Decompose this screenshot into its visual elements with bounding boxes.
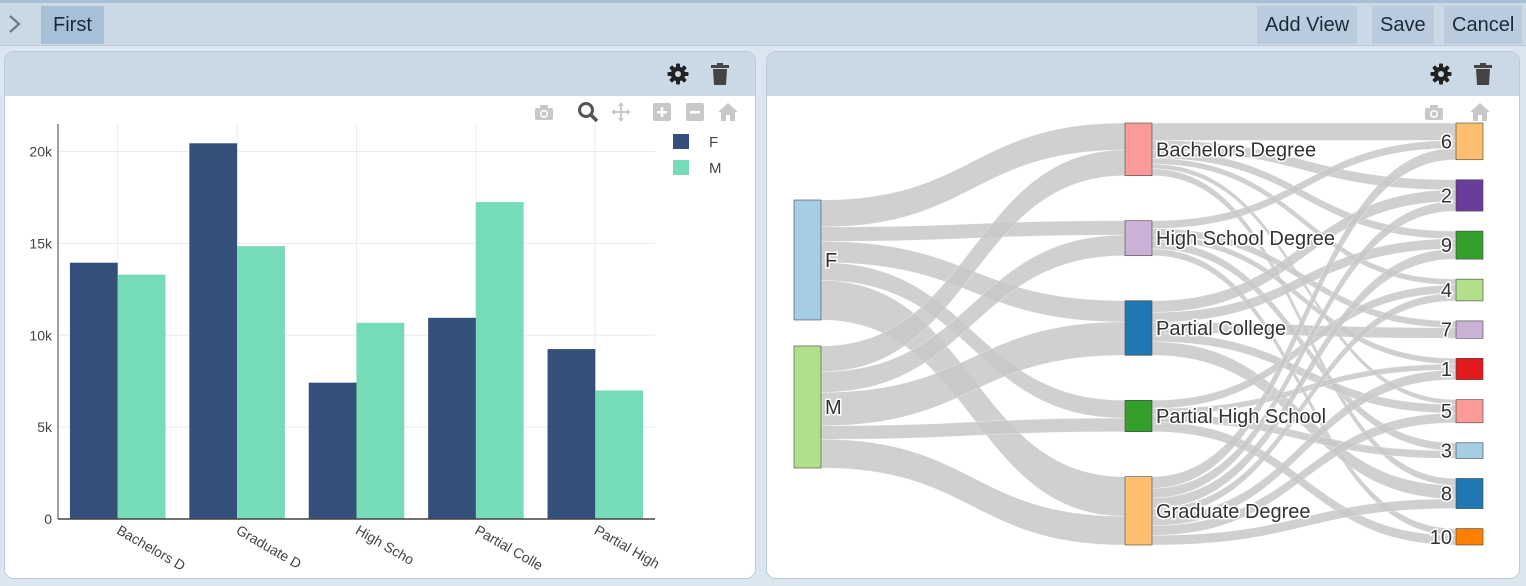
bar-M-2[interactable]	[356, 322, 405, 519]
sankey-node-15[interactable]	[1455, 478, 1484, 509]
panel-header	[767, 52, 1519, 96]
sankey-node-label: 7	[1441, 320, 1452, 342]
legend-swatch-F[interactable]	[673, 134, 689, 149]
bar-M-1[interactable]	[237, 246, 285, 519]
sankey-node-label: 10	[1430, 527, 1452, 549]
sankey-node-13[interactable]	[1455, 399, 1484, 424]
sankey-link-0[interactable]	[1151, 122, 1457, 141]
bar-M-0[interactable]	[117, 274, 166, 519]
zoom-icon[interactable]	[578, 102, 599, 123]
sankey-node-label: M	[825, 397, 842, 419]
sankey-node-label: 8	[1441, 484, 1452, 506]
bar-marks	[69, 143, 644, 519]
sankey-node-label: High School Degree	[1156, 228, 1335, 250]
modebar	[1425, 103, 1490, 121]
sankey-node-0[interactable]	[793, 199, 822, 321]
sankey-node-label: Partial High School	[1156, 406, 1326, 428]
trash-icon[interactable]	[708, 62, 732, 86]
sankey-node-2[interactable]	[1124, 122, 1153, 177]
sankey-node-9[interactable]	[1455, 230, 1484, 260]
sankey-node-12[interactable]	[1455, 358, 1484, 380]
sankey-node-label: 5	[1441, 401, 1452, 423]
sankey-node-10[interactable]	[1455, 278, 1484, 302]
bar-plot-area: 0 5k 10k 15k 20k Bachelors D Graduate D High Sc…	[5, 96, 755, 578]
sankey-node-label: F	[825, 250, 837, 272]
gear-icon[interactable]	[1429, 62, 1453, 86]
camera-icon[interactable]	[1425, 105, 1443, 120]
x-tick-label: Graduate D	[234, 522, 305, 572]
sankey-node-label: 3	[1441, 441, 1452, 463]
bar-M-3[interactable]	[475, 202, 524, 519]
sankey-node-4[interactable]	[1124, 300, 1153, 356]
sankey-node-label: 6	[1441, 131, 1452, 153]
camera-icon[interactable]	[535, 105, 553, 120]
trash-icon[interactable]	[1471, 62, 1495, 86]
x-tick-label: Bachelors D	[114, 522, 188, 574]
sankey-node-6[interactable]	[1124, 476, 1153, 546]
legend-swatch-M[interactable]	[673, 160, 689, 175]
panel-header	[5, 52, 755, 96]
sankey-node-label: 4	[1441, 280, 1452, 302]
sankey-node-label: 9	[1441, 235, 1452, 257]
legend-label-F: F	[709, 134, 718, 151]
sankey-node-14[interactable]	[1455, 442, 1484, 459]
sankey-node-1[interactable]	[793, 345, 822, 469]
legend-label-M: M	[709, 160, 722, 177]
tab-first[interactable]: First	[41, 6, 104, 44]
zoom-out-icon[interactable]	[686, 103, 704, 121]
gear-icon[interactable]	[666, 62, 690, 86]
sankey-node-label: 2	[1441, 185, 1452, 207]
x-tick-label: Partial Colle	[472, 522, 546, 574]
cancel-button[interactable]: Cancel	[1444, 6, 1523, 44]
y-tick-label: 10k	[29, 327, 53, 343]
bar-F-1[interactable]	[189, 143, 238, 519]
add-view-button[interactable]: Add View	[1257, 6, 1358, 44]
save-button[interactable]: Save	[1372, 6, 1434, 44]
zoom-in-icon[interactable]	[653, 103, 671, 121]
sankey-node-7[interactable]	[1455, 122, 1484, 161]
bar-F-3[interactable]	[428, 317, 476, 519]
sankey-chart: F M Bachelors Degree High School Degree Part…	[793, 103, 1490, 550]
sankey-node-11[interactable]	[1455, 320, 1484, 339]
modebar	[535, 102, 738, 123]
bar-F-0[interactable]	[69, 262, 118, 519]
bar-F-4[interactable]	[547, 349, 596, 519]
sankey-node-label: 1	[1441, 359, 1452, 381]
y-tick-label: 0	[44, 511, 52, 527]
bar-M-4[interactable]	[595, 390, 644, 519]
pan-icon[interactable]	[611, 102, 631, 122]
bar-chart-panel: 0 5k 10k 15k 20k Bachelors D Graduate D High Sc…	[4, 51, 756, 579]
sankey-plot-area: F M Bachelors Degree High School Degree Part…	[767, 96, 1519, 578]
bar-chart: 0 5k 10k 15k 20k Bachelors D Graduate D High Sc…	[29, 102, 738, 574]
sankey-node-8[interactable]	[1455, 179, 1484, 212]
y-tick-label: 15k	[29, 235, 53, 251]
y-tick-label: 20k	[29, 144, 53, 160]
top-toolbar: First Add View Save Cancel	[0, 0, 1526, 46]
sankey-node-label: Partial College	[1156, 318, 1286, 340]
y-tick-label: 5k	[37, 419, 53, 435]
sankey-labels: F M Bachelors Degree High School Degree Part…	[824, 130, 1454, 550]
home-icon[interactable]	[718, 103, 738, 121]
bar-legend: FM	[673, 134, 722, 177]
home-icon[interactable]	[1470, 103, 1490, 121]
sankey-panel: F M Bachelors Degree High School Degree Part…	[766, 51, 1520, 579]
sankey-node-16[interactable]	[1455, 528, 1484, 546]
sankey-node-5[interactable]	[1124, 399, 1153, 433]
bar-F-2[interactable]	[308, 382, 357, 519]
sankey-node-label: Bachelors Degree	[1156, 139, 1316, 161]
sankey-links	[820, 122, 1457, 546]
chevron-right-icon[interactable]	[4, 11, 26, 37]
sankey-node-label: Graduate Degree	[1156, 501, 1311, 523]
x-tick-label: High Scho	[353, 522, 417, 568]
x-tick-label: Partial High	[592, 522, 663, 572]
sankey-nodes	[793, 122, 1484, 546]
sankey-node-3[interactable]	[1124, 220, 1153, 257]
